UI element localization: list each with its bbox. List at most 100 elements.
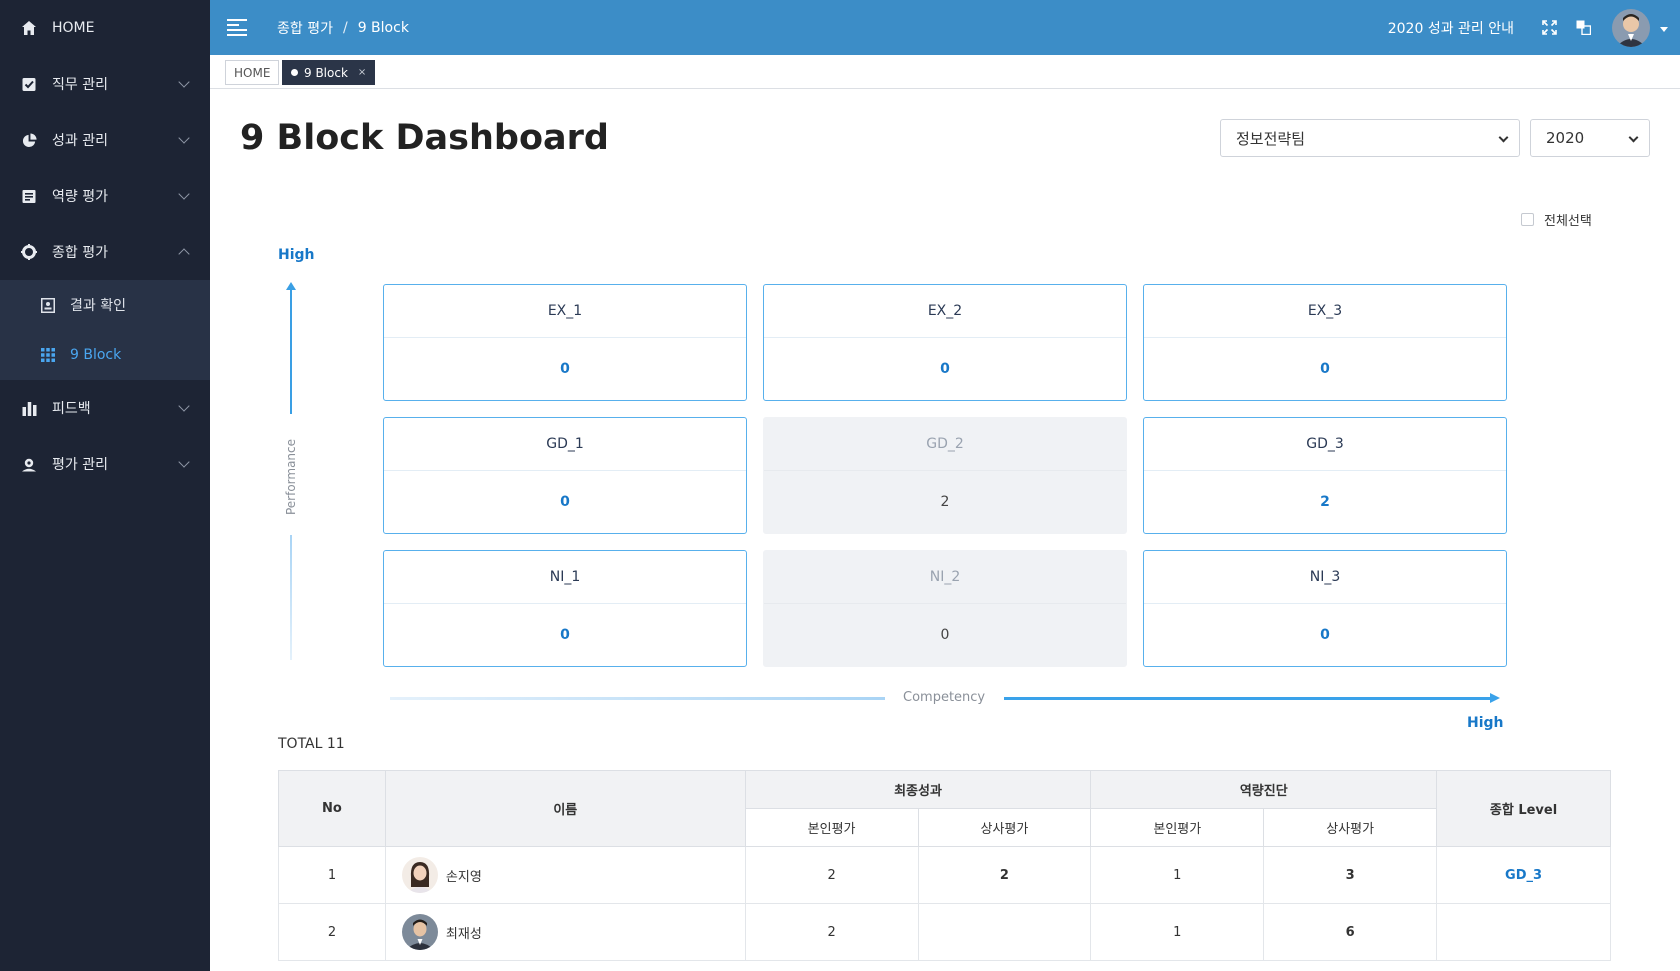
sidebar-item-job[interactable]: 직무 관리 (0, 56, 210, 112)
sidebar-submenu: 결과 확인 9 Block (0, 280, 210, 380)
result-table: No 이름 최종성과 역량진단 종합 Level 본인평가 상사평가 본인평가 … (278, 770, 1611, 961)
person-name: 최재성 (445, 926, 482, 942)
user-avatar[interactable] (1612, 8, 1650, 47)
cell-no: 2 (278, 903, 386, 961)
block-gd-2[interactable]: GD_2 2 (763, 417, 1127, 534)
block-name: EX_3 (1144, 285, 1506, 338)
chevron-down-icon (178, 132, 190, 144)
report-icon (40, 297, 56, 313)
block-ex-1[interactable]: EX_1 0 (383, 284, 747, 401)
pie-chart-icon (20, 131, 38, 149)
column-header-comp-boss: 상사평가 (1263, 808, 1438, 847)
page-title: 9 Block Dashboard (240, 118, 609, 158)
sidebar-subitem-9block[interactable]: 9 Block (0, 330, 210, 380)
x-axis-high-label: High (1467, 715, 1504, 731)
breadcrumb-item-parent[interactable]: 종합 평가 (277, 20, 333, 37)
sidebar-item-label: 역량 평가 (52, 189, 108, 205)
tab-9block[interactable]: 9 Block × (282, 60, 376, 85)
tab-bar: HOME 9 Block × (210, 55, 1680, 89)
chevron-down-icon (178, 400, 190, 412)
column-header-level: 종합 Level (1436, 770, 1611, 847)
x-axis-label: Competency (903, 690, 986, 705)
chevron-down-icon (178, 76, 190, 88)
select-all-checkbox[interactable]: 전체선택 (1521, 210, 1592, 229)
team-select-value: 정보전략팀 (1236, 129, 1306, 148)
grid-icon (40, 347, 56, 363)
block-ni-2[interactable]: NI_2 0 (763, 550, 1127, 667)
checkbox-icon[interactable] (1521, 213, 1534, 226)
notice-link[interactable]: 2020 성과 관리 안내 (1387, 20, 1514, 37)
total-count: TOTAL 11 (278, 736, 345, 752)
sidebar-item-home[interactable]: HOME (0, 0, 210, 56)
block-count: 0 (560, 361, 570, 377)
block-count: 0 (560, 494, 570, 510)
sidebar-item-label: HOME (52, 20, 95, 36)
block-count: 0 (1320, 361, 1330, 377)
sidebar-item-performance[interactable]: 성과 관리 (0, 112, 210, 168)
year-select[interactable]: 2020 (1530, 119, 1650, 157)
column-header-perf-self: 본인평가 (744, 808, 919, 847)
select-all-label: 전체선택 (1544, 214, 1592, 229)
block-gd-1[interactable]: GD_1 0 (383, 417, 747, 534)
cell-comp-self: 1 (1090, 903, 1265, 961)
block-ni-3[interactable]: NI_3 0 (1143, 550, 1507, 667)
y-axis-high-label: High (278, 247, 315, 263)
block-gd-3[interactable]: GD_3 2 (1143, 417, 1507, 534)
table-row[interactable]: 2 최재성 2 1 6 (278, 903, 1611, 961)
header-actions: 2020 성과 관리 안내 (1388, 0, 1668, 55)
block-count: 0 (940, 627, 950, 643)
chevron-down-icon (1498, 132, 1509, 143)
fullscreen-icon[interactable] (1540, 19, 1558, 37)
top-header: 종합 평가 / 9 Block 2020 성과 관리 안내 (210, 0, 1680, 55)
cell-name: 최재성 (384, 903, 746, 961)
block-name: GD_1 (384, 418, 746, 471)
sidebar-item-label: 직무 관리 (52, 77, 108, 93)
cell-perf-boss (917, 903, 1092, 961)
y-axis-line (290, 288, 292, 414)
cell-level (1436, 903, 1611, 961)
sidebar-item-overall[interactable]: 종합 평가 (0, 224, 210, 280)
block-ex-2[interactable]: EX_2 0 (763, 284, 1127, 401)
block-ni-1[interactable]: NI_1 0 (383, 550, 747, 667)
table-row[interactable]: 1 손지영 2 2 1 3 GD_3 (278, 846, 1611, 904)
chevron-down-icon (178, 456, 190, 468)
block-count: 2 (940, 494, 950, 510)
block-ex-3[interactable]: EX_3 0 (1143, 284, 1507, 401)
sidebar: HOME 직무 관리 성과 관리 역량 평가 종합 평가 결과 (0, 0, 210, 971)
menu-toggle-icon[interactable] (227, 19, 247, 36)
cell-no: 1 (278, 846, 386, 904)
tab-label: 9 Block (304, 65, 348, 80)
sidebar-item-competency[interactable]: 역량 평가 (0, 168, 210, 224)
close-icon[interactable]: × (357, 67, 367, 78)
sidebar-item-feedback[interactable]: 피드백 (0, 380, 210, 436)
cell-perf-boss: 2 (917, 846, 1092, 904)
block-count: 0 (940, 361, 950, 377)
caret-down-icon[interactable] (1660, 27, 1668, 32)
breadcrumb: 종합 평가 / 9 Block (277, 18, 409, 38)
cell-comp-boss: 3 (1263, 846, 1438, 904)
block-name: GD_2 (764, 418, 1126, 471)
sidebar-item-eval-admin[interactable]: 평가 관리 (0, 436, 210, 492)
chevron-down-icon (178, 188, 190, 200)
x-axis-line-faded (390, 697, 885, 700)
active-dot-icon (291, 69, 298, 76)
y-axis-line-faded (290, 535, 292, 660)
tab-home[interactable]: HOME (225, 60, 280, 85)
cell-perf-self: 2 (744, 903, 919, 961)
y-axis-label: Performance (284, 438, 298, 516)
cell-comp-boss: 6 (1263, 903, 1438, 961)
x-axis-arrow-icon (1490, 693, 1500, 703)
cell-perf-self: 2 (744, 846, 919, 904)
block-count: 2 (1320, 494, 1330, 510)
level-link[interactable]: GD_3 (1505, 867, 1543, 883)
y-axis-arrow-icon (286, 282, 296, 290)
target-icon (20, 243, 38, 261)
team-select[interactable]: 정보전략팀 (1220, 119, 1520, 157)
chevron-up-icon (178, 248, 190, 260)
block-name: NI_2 (764, 551, 1126, 604)
column-header-no: No (278, 770, 386, 847)
sidebar-subitem-results[interactable]: 결과 확인 (0, 280, 210, 330)
column-header-perf-boss: 상사평가 (917, 808, 1092, 847)
window-switch-icon[interactable] (1574, 19, 1592, 37)
document-icon (20, 187, 38, 205)
